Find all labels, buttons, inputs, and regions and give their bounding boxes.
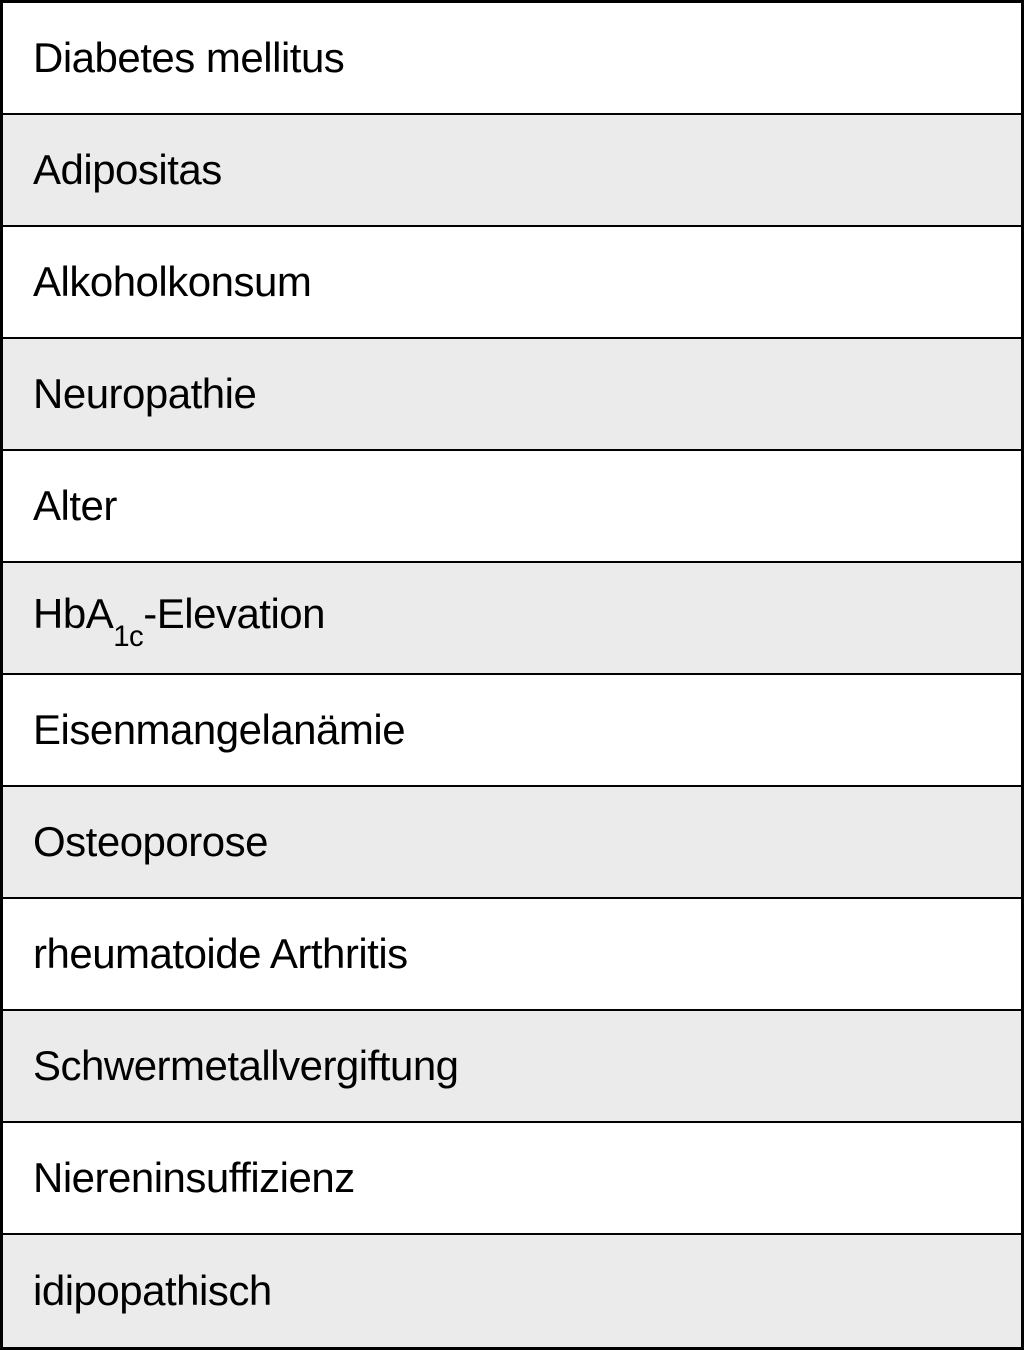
row-label: Alter	[33, 482, 117, 530]
table-row: Osteoporose	[3, 787, 1021, 899]
table-row: rheumatoide Arthritis	[3, 899, 1021, 1011]
table-row: Diabetes mellitus	[3, 3, 1021, 115]
conditions-table: Diabetes mellitus Adipositas Alkoholkons…	[0, 0, 1024, 1350]
row-label: Alkoholkonsum	[33, 258, 311, 306]
table-row: HbA1c-Elevation	[3, 563, 1021, 675]
table-row: Alter	[3, 451, 1021, 563]
table-row: Schwermetallvergiftung	[3, 1011, 1021, 1123]
row-label: Osteoporose	[33, 818, 268, 866]
row-label: idipopathisch	[33, 1267, 272, 1315]
row-label: Adipositas	[33, 146, 222, 194]
row-label: Schwermetallvergiftung	[33, 1042, 459, 1090]
row-label: Eisenmangelanämie	[33, 706, 405, 754]
table-row: Neuropathie	[3, 339, 1021, 451]
subscript-text: 1c	[113, 620, 143, 653]
table-row: Eisenmangelanämie	[3, 675, 1021, 787]
table-row: Alkoholkonsum	[3, 227, 1021, 339]
row-label: Neuropathie	[33, 370, 256, 418]
row-label: Diabetes mellitus	[33, 34, 344, 82]
table-row: idipopathisch	[3, 1235, 1021, 1347]
row-label: Niereninsuffizienz	[33, 1154, 355, 1202]
table-row: Niereninsuffizienz	[3, 1123, 1021, 1235]
row-label: rheumatoide Arthritis	[33, 930, 408, 978]
table-row: Adipositas	[3, 115, 1021, 227]
row-label: HbA1c-Elevation	[33, 590, 325, 645]
